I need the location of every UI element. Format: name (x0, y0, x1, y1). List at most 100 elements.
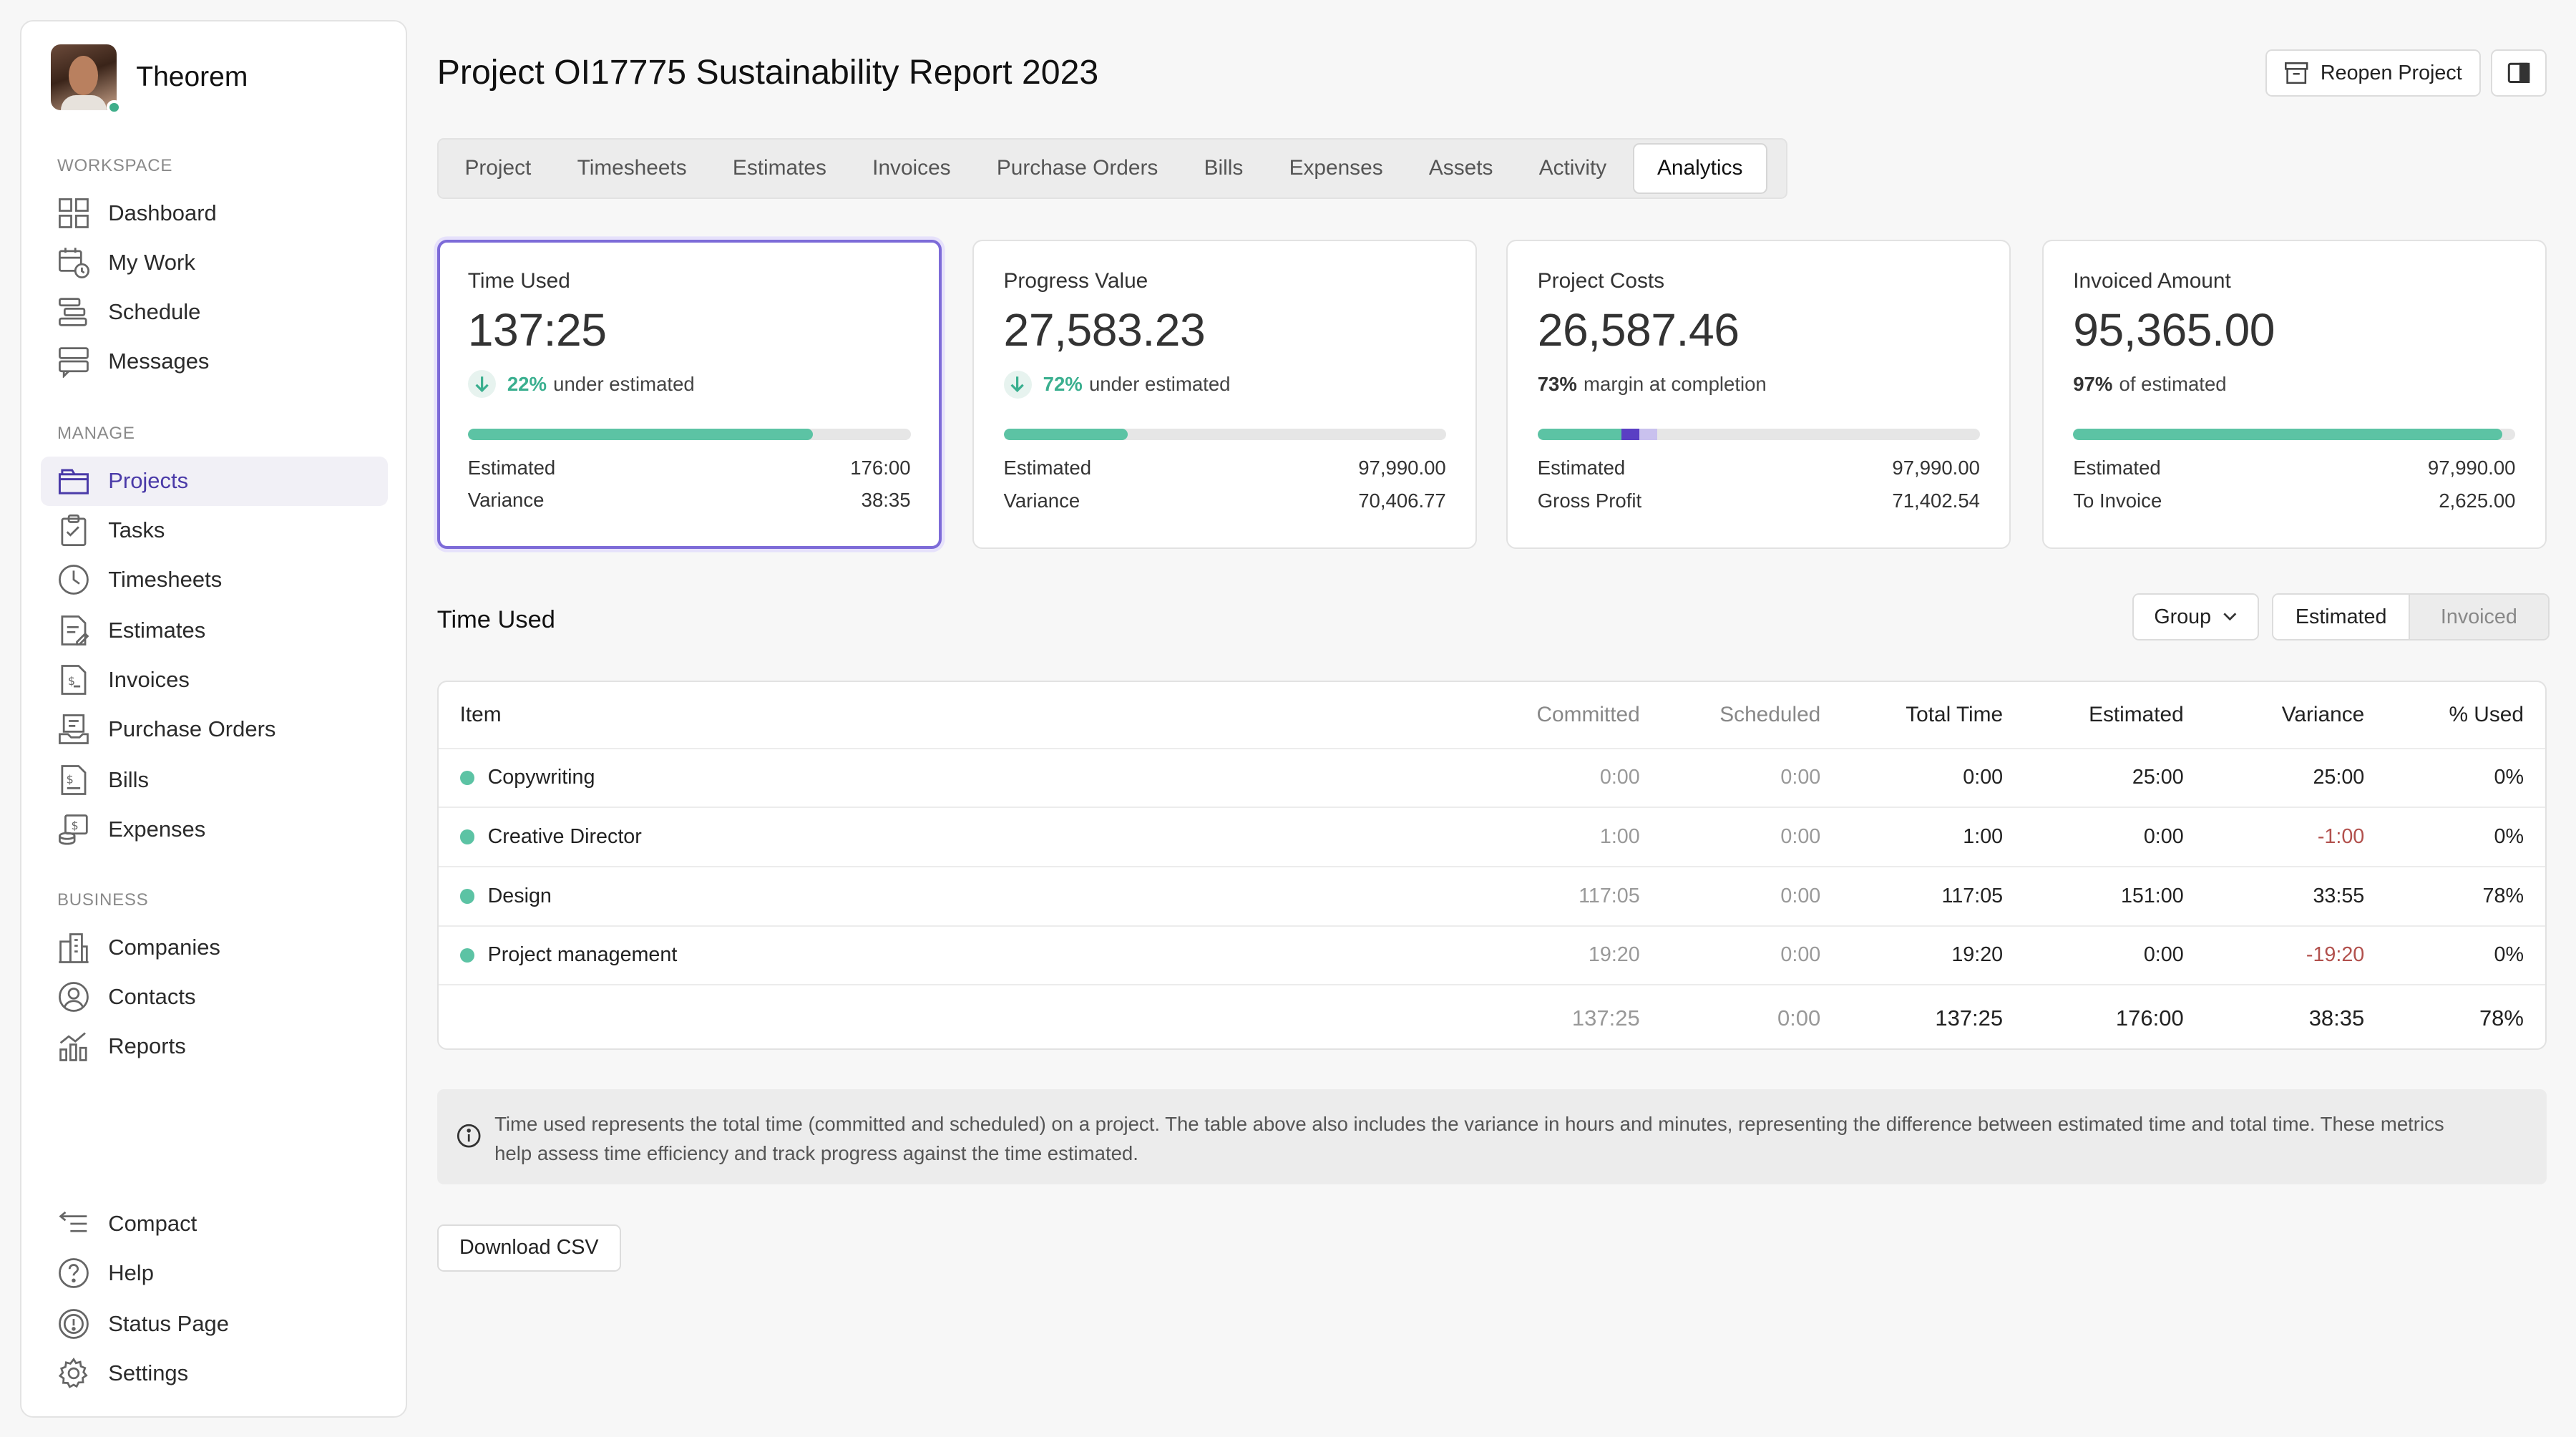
card-row: Estimated 97,990.00 (1004, 457, 1446, 479)
tab-expenses[interactable]: Expenses (1289, 156, 1383, 180)
progress-value-card[interactable]: Progress Value 27,583.23 72% under estim… (972, 240, 1478, 549)
folder-icon (57, 464, 90, 497)
sidebar-item-label: Help (108, 1260, 154, 1286)
card-row: Estimated 97,990.00 (2073, 457, 2515, 479)
column-header-estimated[interactable]: Estimated (2089, 702, 2184, 726)
card-percent: 72% (1043, 373, 1083, 396)
svg-text:$: $ (67, 773, 74, 786)
tab-project[interactable]: Project (464, 156, 532, 180)
status-dot (459, 948, 475, 963)
sidebar-item-bills[interactable]: $ Bills (41, 756, 387, 805)
tab-bills[interactable]: Bills (1204, 156, 1244, 180)
svg-text:$: $ (72, 819, 79, 832)
table-row[interactable]: Copywriting 0:00 0:00 0:00 25:00 25:00 0… (438, 749, 2545, 809)
row-committed: 117:05 (1579, 884, 1640, 907)
table-row[interactable]: Design 117:05 0:00 117:05 151:00 33:55 7… (438, 867, 2545, 927)
sidebar-item-my-work[interactable]: My Work (41, 238, 387, 288)
invoiced-amount-card[interactable]: Invoiced Amount 95,365.00 97% of estimat… (2041, 240, 2547, 549)
brand[interactable]: Theorem (50, 44, 248, 115)
contact-icon (57, 980, 90, 1013)
sidebar-item-reports[interactable]: Reports (41, 1022, 387, 1071)
sidebar-item-messages[interactable]: Messages (41, 336, 387, 386)
card-row-label: Estimated (1537, 457, 1626, 479)
tab-timesheets[interactable]: Timesheets (577, 156, 687, 180)
table-header-row: Item Committed Scheduled Total Time Esti… (438, 682, 2545, 749)
sidebar-item-label: Dashboard (108, 200, 217, 226)
sidebar-item-schedule[interactable]: Schedule (41, 287, 387, 336)
schedule-bars-icon (57, 296, 90, 328)
download-csv-button[interactable]: Download CSV (436, 1224, 621, 1272)
sidebar: Theorem WORKSPACE Dashboard My Work Sche… (19, 19, 408, 1418)
total-estimated: 176:00 (2115, 1005, 2184, 1031)
toggle-estimated[interactable]: Estimated (2273, 594, 2410, 640)
tab-purchase-orders[interactable]: Purchase Orders (996, 156, 1158, 180)
tab-estimates[interactable]: Estimates (732, 156, 826, 180)
tab-analytics[interactable]: Analytics (1632, 142, 1767, 194)
sidebar-item-settings[interactable]: Settings (41, 1349, 387, 1398)
card-row-label: To Invoice (2073, 489, 2162, 512)
card-title: Progress Value (1003, 269, 1148, 293)
estimated-invoiced-toggle: Estimated Invoiced (2272, 593, 2550, 641)
row-estimated: 0:00 (2143, 943, 2184, 967)
sidebar-item-status-page[interactable]: Status Page (41, 1300, 387, 1349)
total-time: 137:25 (1935, 1005, 2004, 1031)
progress-bar (1003, 428, 1446, 441)
purchase-order-icon (57, 713, 90, 746)
sidebar-item-contacts[interactable]: Contacts (41, 973, 387, 1022)
arrow-down-icon (1003, 370, 1032, 399)
status-dot (459, 888, 475, 904)
sidebar-item-tasks[interactable]: Tasks (41, 506, 387, 555)
calendar-clock-icon (57, 246, 90, 279)
row-estimated: 151:00 (2120, 884, 2184, 907)
sidebar-item-estimates[interactable]: Estimates (41, 606, 387, 656)
row-committed: 0:00 (1599, 766, 1640, 789)
row-variance: -19:20 (2306, 943, 2365, 967)
project-costs-card[interactable]: Project Costs 26,587.46 73% margin at co… (1506, 240, 2011, 549)
row-scheduled: 0:00 (1780, 825, 1821, 849)
sidebar-item-expenses[interactable]: $ Expenses (41, 805, 387, 854)
reopen-project-button[interactable]: Reopen Project (2265, 49, 2481, 97)
column-header-item[interactable]: Item (459, 702, 502, 726)
info-text: Time used represents the total time (com… (494, 1112, 2444, 1165)
tab-invoices[interactable]: Invoices (872, 156, 951, 180)
table-row[interactable]: Creative Director 1:00 0:00 1:00 0:00 -1… (438, 808, 2545, 867)
column-header-committed[interactable]: Committed (1536, 702, 1640, 726)
card-subtitle: 22% under estimated (467, 369, 911, 399)
group-dropdown[interactable]: Group (2132, 593, 2259, 641)
sidebar-item-label: My Work (108, 250, 195, 276)
gear-icon (57, 1357, 90, 1390)
column-header-percent-used[interactable]: % Used (2449, 702, 2524, 726)
status-dot (459, 770, 475, 786)
card-row-label: Variance (1003, 489, 1080, 512)
tab-assets[interactable]: Assets (1428, 156, 1493, 180)
section-title: Time Used (436, 606, 555, 634)
toggle-panel-button[interactable] (2490, 49, 2547, 97)
card-subtitle-text: under estimated (1088, 373, 1231, 396)
sidebar-item-projects[interactable]: Projects (41, 456, 388, 506)
row-variance: 25:00 (2313, 766, 2365, 789)
row-total: 0:00 (1963, 766, 2004, 789)
card-value: 26,587.46 (1537, 304, 1740, 356)
column-header-total-time[interactable]: Total Time (1906, 702, 2004, 726)
row-scheduled: 0:00 (1780, 884, 1821, 907)
sidebar-item-label: Expenses (108, 817, 206, 842)
row-committed: 1:00 (1599, 825, 1640, 849)
card-percent: 73% (1537, 373, 1577, 396)
sidebar-item-companies[interactable]: Companies (41, 923, 387, 973)
column-header-variance[interactable]: Variance (2281, 702, 2365, 726)
sidebar-item-compact[interactable]: Compact (41, 1199, 387, 1249)
sidebar-item-label: Schedule (108, 298, 201, 324)
time-used-card[interactable]: Time Used 137:25 22% under estimated Est… (436, 240, 942, 549)
table-row[interactable]: Project management 19:20 0:00 19:20 0:00… (438, 927, 2545, 986)
avatar[interactable] (50, 44, 122, 115)
sidebar-item-purchase-orders[interactable]: Purchase Orders (41, 705, 387, 754)
download-csv-label: Download CSV (459, 1236, 599, 1260)
toggle-invoiced[interactable]: Invoiced (2409, 594, 2548, 640)
sidebar-item-timesheets[interactable]: Timesheets (41, 555, 387, 605)
sidebar-item-dashboard[interactable]: Dashboard (41, 189, 387, 238)
sidebar-item-label: Bills (108, 767, 150, 793)
sidebar-item-help[interactable]: Help (41, 1249, 387, 1298)
sidebar-item-invoices[interactable]: $ Invoices (41, 656, 387, 705)
tab-activity[interactable]: Activity (1538, 156, 1607, 180)
column-header-scheduled[interactable]: Scheduled (1719, 702, 1821, 726)
